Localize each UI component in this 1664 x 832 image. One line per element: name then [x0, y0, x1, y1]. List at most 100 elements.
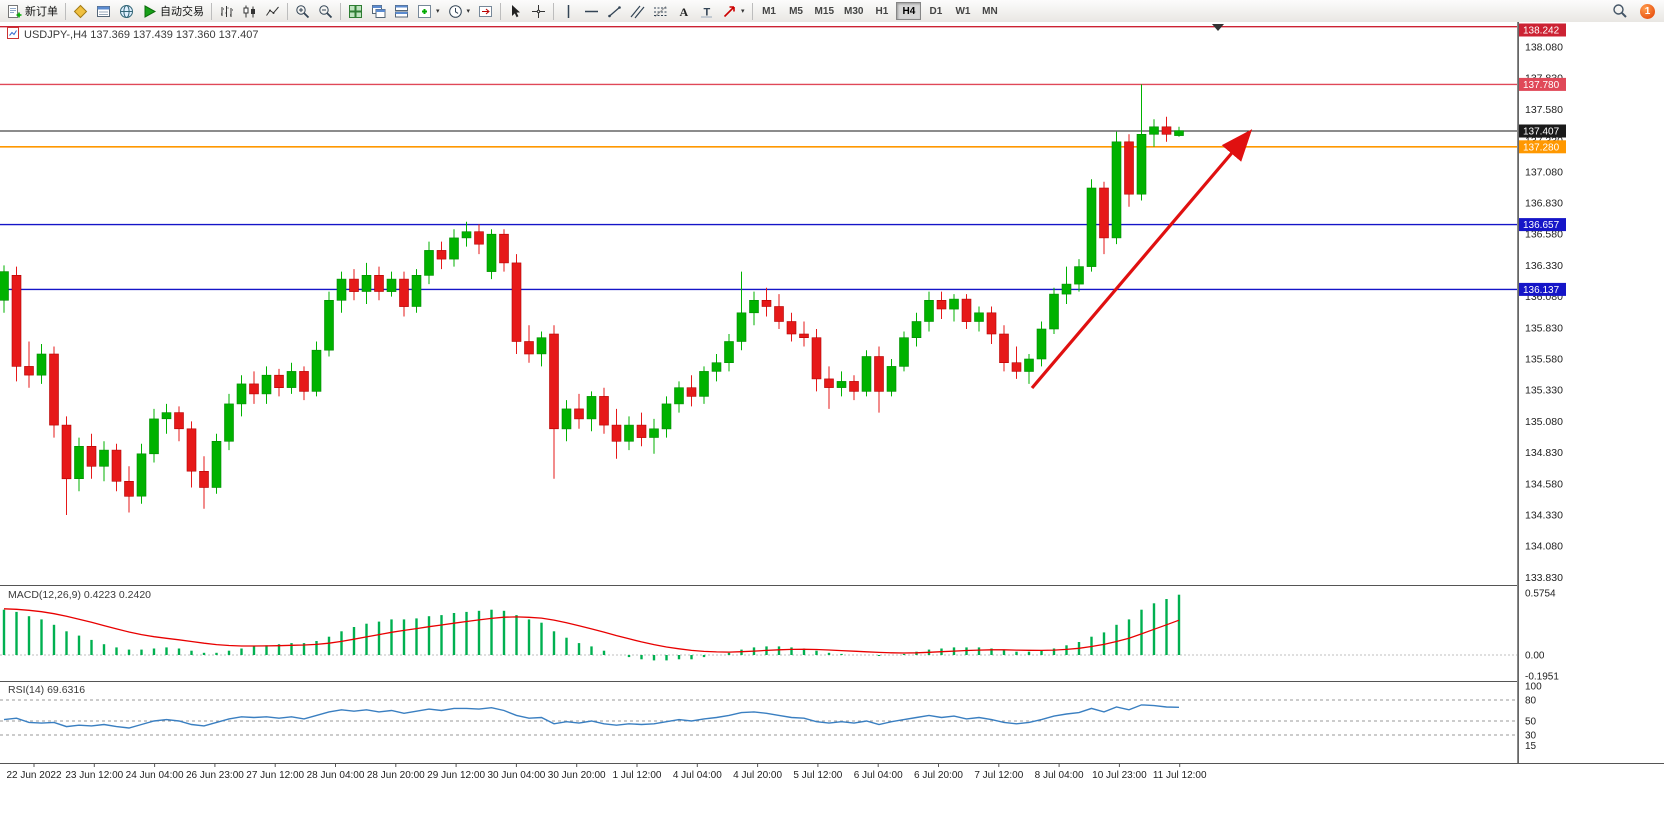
svg-text:26 Jun 23:00: 26 Jun 23:00 [186, 770, 244, 781]
clock-icon [448, 4, 463, 19]
symbols-icon [73, 4, 88, 19]
svg-text:11 Jul 12:00: 11 Jul 12:00 [1153, 770, 1207, 781]
price-scale: 138.080137.830137.580137.330137.080136.8… [1518, 22, 1664, 763]
svg-text:15: 15 [1525, 741, 1537, 752]
svg-text:133.830: 133.830 [1525, 572, 1563, 584]
chart-symbol-icon [7, 27, 19, 42]
toolbar-separator [65, 2, 66, 20]
svg-text:137.580: 137.580 [1525, 104, 1563, 116]
timeframe-m30[interactable]: M30 [840, 2, 867, 20]
equidistant-channel-button[interactable] [626, 1, 649, 21]
macd-canvas[interactable] [0, 585, 1518, 681]
timeframe-m1[interactable]: M1 [757, 2, 782, 20]
svg-text:4 Jul 20:00: 4 Jul 20:00 [733, 770, 782, 781]
rsi-canvas[interactable] [0, 681, 1518, 763]
svg-text:135.080: 135.080 [1525, 416, 1563, 428]
vline-icon [561, 4, 576, 19]
toolbar-separator [553, 2, 555, 20]
shift-icon [478, 4, 493, 19]
timeframe-m15[interactable]: M15 [811, 2, 838, 20]
line-chart-button[interactable] [261, 1, 284, 21]
auto-trading-button[interactable]: 自动交易 [138, 1, 208, 21]
svg-text:100: 100 [1525, 682, 1542, 693]
svg-text:22 Jun 2022: 22 Jun 2022 [6, 770, 61, 781]
svg-text:135.830: 135.830 [1525, 322, 1563, 334]
svg-text:137.780: 137.780 [1523, 80, 1560, 91]
svg-text:6 Jul 20:00: 6 Jul 20:00 [914, 770, 963, 781]
timeframe-m5[interactable]: M5 [784, 2, 809, 20]
svg-text:A: A [680, 5, 689, 19]
play-icon [142, 4, 157, 19]
svg-text:137.080: 137.080 [1525, 166, 1563, 178]
svg-text:28 Jun 20:00: 28 Jun 20:00 [367, 770, 425, 781]
bar-chart-button[interactable] [215, 1, 238, 21]
chart-header: USDJPY-,H4 137.369 137.439 137.360 137.4… [7, 27, 258, 42]
toolbar-separator [340, 2, 341, 20]
timeframe-d1[interactable]: D1 [923, 2, 948, 20]
new-order-button[interactable]: 新订单 [3, 1, 62, 21]
chart-shift-button[interactable] [474, 1, 497, 21]
svg-text:136.137: 136.137 [1523, 285, 1560, 296]
svg-text:136.657: 136.657 [1523, 220, 1560, 231]
timeframe-h4[interactable]: H4 [896, 2, 922, 20]
svg-text:6 Jul 04:00: 6 Jul 04:00 [854, 770, 903, 781]
symbols-button[interactable] [69, 1, 92, 21]
svg-text:134.580: 134.580 [1525, 478, 1563, 490]
svg-text:23 Jun 12:00: 23 Jun 12:00 [65, 770, 123, 781]
indicators-button[interactable]: ▾ [413, 1, 444, 21]
dropdown-caret-icon: ▾ [466, 8, 471, 15]
cascade-icon [371, 4, 386, 19]
arrange-windows-button[interactable] [390, 1, 413, 21]
new-order-icon [7, 4, 22, 19]
text-icon: A [676, 4, 691, 19]
data-window-button[interactable] [92, 1, 115, 21]
vertical-line-button[interactable] [557, 1, 580, 21]
cursor-button[interactable] [504, 1, 527, 21]
svg-text:0.5754: 0.5754 [1525, 589, 1556, 600]
main-toolbar: 新订单 自动交易 ▾ ▾ A T ▾ M1 M5 M15 M30 H1 H4 D1 W1 MN 1 [0, 0, 1664, 23]
horizontal-line-button[interactable] [580, 1, 603, 21]
tile-windows-button[interactable] [344, 1, 367, 21]
toolbar-separator [500, 2, 502, 20]
svg-text:134.330: 134.330 [1525, 510, 1563, 522]
globe-icon [119, 4, 134, 19]
crosshair-button[interactable] [527, 1, 550, 21]
timeframe-w1[interactable]: W1 [950, 2, 975, 20]
timeframe-mn[interactable]: MN [977, 2, 1002, 20]
notification-badge[interactable]: 1 [1640, 3, 1655, 19]
fibo-icon [653, 4, 668, 19]
search-button[interactable] [1608, 1, 1632, 21]
svg-text:134.830: 134.830 [1525, 447, 1563, 459]
grid-icon [348, 4, 363, 19]
trendline-button[interactable] [603, 1, 626, 21]
timeframe-h1[interactable]: H1 [869, 2, 894, 20]
svg-text:27 Jun 12:00: 27 Jun 12:00 [246, 770, 304, 781]
svg-text:138.242: 138.242 [1523, 26, 1560, 37]
svg-text:30 Jun 04:00: 30 Jun 04:00 [487, 770, 545, 781]
macd-label: MACD(12,26,9) 0.4223 0.2420 [8, 589, 152, 601]
bars-icon [219, 4, 234, 19]
periods-button[interactable]: ▾ [444, 1, 475, 21]
text-label-button[interactable]: T [695, 1, 718, 21]
svg-text:136.330: 136.330 [1525, 260, 1563, 272]
svg-text:135.580: 135.580 [1525, 354, 1563, 366]
zoom-in-icon [295, 4, 310, 19]
fibonacci-button[interactable] [649, 1, 672, 21]
svg-text:50: 50 [1525, 717, 1537, 728]
zoom-out-button[interactable] [314, 1, 337, 21]
svg-text:134.080: 134.080 [1525, 541, 1563, 553]
strategy-tester-button[interactable] [115, 1, 138, 21]
svg-text:-0.1951: -0.1951 [1525, 672, 1559, 683]
svg-text:137.407: 137.407 [1523, 127, 1560, 138]
svg-text:1 Jul 12:00: 1 Jul 12:00 [613, 770, 662, 781]
arrows-button[interactable]: ▾ [718, 1, 749, 21]
text-button[interactable]: A [672, 1, 695, 21]
shapes-icon [722, 4, 737, 19]
cascade-windows-button[interactable] [367, 1, 390, 21]
zoom-out-icon [318, 4, 333, 19]
zoom-in-button[interactable] [291, 1, 314, 21]
candlestick-chart-button[interactable] [238, 1, 261, 21]
trendline-icon [607, 4, 622, 19]
price-chart-canvas[interactable] [0, 22, 1518, 585]
